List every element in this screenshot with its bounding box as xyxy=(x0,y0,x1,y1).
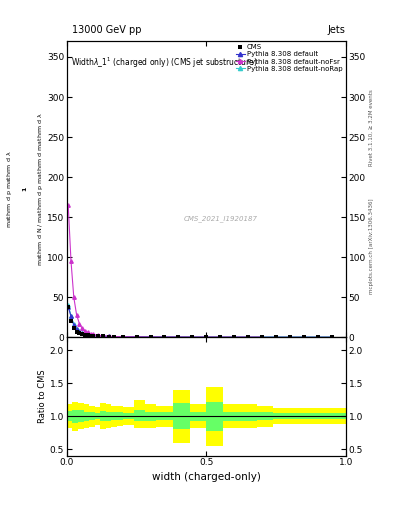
Text: Rivet 3.1.10, ≥ 3.2M events: Rivet 3.1.10, ≥ 3.2M events xyxy=(369,90,374,166)
Text: 13000 GeV pp: 13000 GeV pp xyxy=(72,25,142,35)
Text: Width$\lambda\_1^1$ (charged only) (CMS jet substructure): Width$\lambda\_1^1$ (charged only) (CMS … xyxy=(71,56,258,70)
Text: mcplots.cern.ch [arXiv:1306.3436]: mcplots.cern.ch [arXiv:1306.3436] xyxy=(369,198,374,293)
X-axis label: width (charged-only): width (charged-only) xyxy=(152,472,261,482)
Text: Jets: Jets xyxy=(328,25,346,35)
Text: Rivet 3.1.10, ≥ 3.2M events: Rivet 3.1.10, ≥ 3.2M events xyxy=(369,361,374,438)
Legend: CMS, Pythia 8.308 default, Pythia 8.308 default-noFsr, Pythia 8.308 default-noRa: CMS, Pythia 8.308 default, Pythia 8.308 … xyxy=(236,45,342,72)
Y-axis label: $\mathrm{mathrm\ d^2N}$
$\mathrm{mathrm\ d\ p\ mathrm\ d\ \lambda}$

$\mathbf{1}: $\mathrm{mathrm\ d^2N}$ $\mathrm{mathrm\… xyxy=(0,112,46,266)
Text: CMS_2021_I1920187: CMS_2021_I1920187 xyxy=(183,216,257,222)
Y-axis label: Ratio to CMS: Ratio to CMS xyxy=(38,370,47,423)
